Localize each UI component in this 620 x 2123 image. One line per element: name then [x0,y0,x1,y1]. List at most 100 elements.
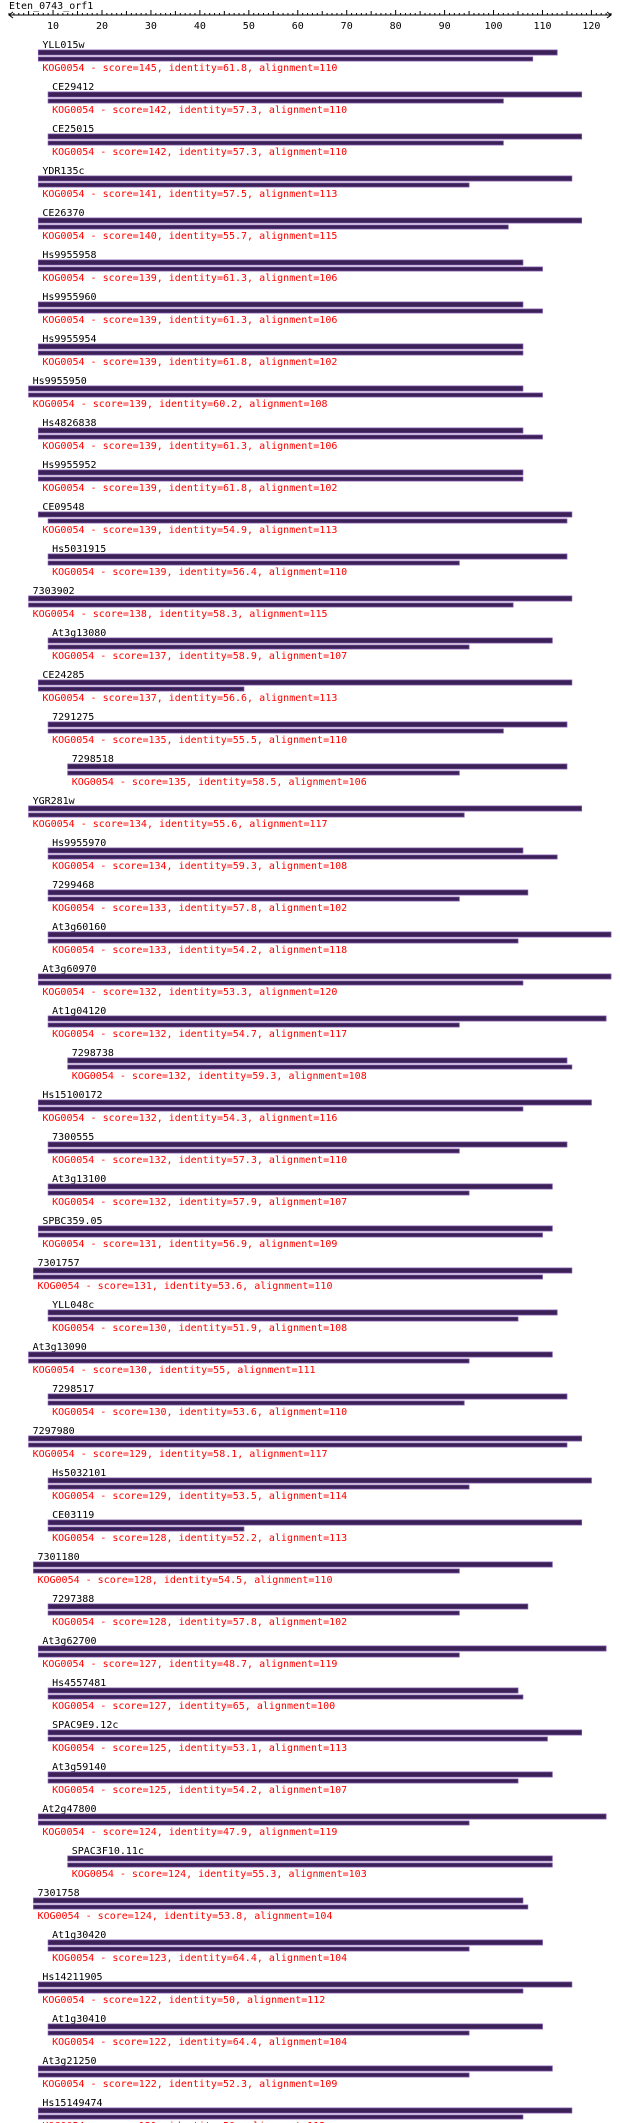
hit-query-bar [37,2107,573,2114]
hit-subject-bar [47,98,504,104]
hit-name: SPAC9E9.12c [52,1720,118,1731]
hit-row: Hs4557481 KOG0054 - score=127, identity=6… [47,1678,524,1712]
hit-name: Hs9955970 [52,838,106,849]
hit-stats: KOG0054 - score=132, identity=53.3, alig… [42,987,337,998]
hit-name: At3g21250 [42,2056,96,2067]
hit-name: Hs4826838 [42,418,96,429]
hit-query-bar [67,1057,568,1064]
hit-stats: KOG0054 - score=125, identity=53.1, alig… [52,1743,347,1754]
hit-name: Hs9955960 [42,292,96,303]
hit-query-bar [33,1267,573,1274]
hit-stats: KOG0054 - score=138, identity=58.3, alig… [33,609,328,620]
hit-query-bar [47,2023,543,2030]
tick-label: 50 [243,21,255,32]
tick-label: 90 [439,21,451,32]
hit-query-bar [47,1519,583,1526]
hit-query-bar [37,259,524,266]
hit-subject-bar [28,812,465,818]
hit-stats: KOG0054 - score=139, identity=61.3, alig… [42,441,337,452]
hit-stats: KOG0054 - score=131, identity=53.6, alig… [37,1281,332,1292]
hit-row: Hs9955954 KOG0054 - score=139, identity=6… [37,334,524,368]
hit-query-bar [37,427,524,434]
hit-name: CE03119 [52,1510,94,1521]
hit-row: YGR281w KOG0054 - score=134, identity=55.… [28,796,583,830]
hit-name: CE25015 [52,124,94,135]
hit-name: At3g60970 [42,964,96,975]
hit-name: Hs4557481 [52,1678,106,1689]
hit-subject-bar [37,434,543,440]
hit-query-bar [37,1225,553,1232]
hit-query-bar [47,1729,583,1736]
tick-label: 10 [47,21,59,32]
hit-row: 7303902 KOG0054 - score=138, identity=58.… [28,586,573,620]
hit-query-bar [47,1939,543,1946]
hit-subject-bar [47,1400,465,1406]
hit-stats: KOG0054 - score=140, identity=55.7, alig… [42,231,337,242]
hit-subject-bar [28,602,514,608]
hit-name: At3g60160 [52,922,106,933]
hit-row: At3g13080 KOG0054 - score=137, identity=5… [47,628,553,662]
hit-row: 7297388 KOG0054 - score=128, identity=57.… [47,1594,529,1628]
hit-name: Hs5032101 [52,1468,106,1479]
hit-name: Hs15149474 [42,2098,102,2109]
hit-subject-bar [37,2072,470,2078]
hit-subject-bar [28,1358,470,1364]
hit-name: At3g59140 [52,1762,106,1773]
hit-name: At2g47800 [42,1804,96,1815]
hit-query-bar [47,91,583,98]
tick-label: 40 [194,21,206,32]
hit-subject-bar [28,1442,568,1448]
hit-row: Hs15100172 KOG0054 - score=132, identity=… [37,1090,592,1124]
hit-stats: KOG0054 - score=122, identity=64.4, alig… [52,2037,347,2048]
hit-query-bar [33,1561,553,1568]
hit-name: At3g13080 [52,628,106,639]
hit-subject-bar [47,140,504,146]
hit-name: 7299468 [52,880,94,891]
hit-query-bar [47,721,568,728]
hit-row: At1g30420 KOG0054 - score=123, identity=6… [47,1930,543,1964]
hit-subject-bar [28,392,543,398]
hit-row: CE25015 KOG0054 - score=142, identity=57.… [47,124,583,158]
hit-query-bar [33,1897,524,1904]
hit-subject-bar [47,728,504,734]
hit-stats: KOG0054 - score=135, identity=58.5, alig… [72,777,367,788]
hit-name: 7298518 [72,754,114,765]
hit-stats: KOG0054 - score=130, identity=55, alignm… [33,1365,316,1376]
hit-stats: KOG0054 - score=137, identity=56.6, alig… [42,693,337,704]
hit-subject-bar [37,476,524,482]
hit-subject-bar [33,1904,529,1910]
hit-stats: KOG0054 - score=132, identity=54.3, alig… [42,1113,337,1124]
hit-name: YLL048c [52,1300,94,1311]
hit-query-bar [47,1477,592,1484]
hit-stats: KOG0054 - score=132, identity=59.3, alig… [72,1071,367,1082]
hit-row: Hs4826838 KOG0054 - score=139, identity=6… [37,418,543,452]
hit-subject-bar [47,1484,470,1490]
hit-stats: KOG0054 - score=125, identity=54.2, alig… [52,1785,347,1796]
hit-name: Hs9955952 [42,460,96,471]
hit-query-bar [28,805,583,812]
hit-subject-bar [37,1232,543,1238]
hit-subject-bar [47,1610,460,1616]
hit-query-bar [47,1183,553,1190]
hit-stats: KOG0054 - score=128, identity=57.8, alig… [52,1617,347,1628]
hit-query-bar [28,1435,583,1442]
hit-subject-bar [47,1736,548,1742]
hit-name: 7298738 [72,1048,114,1059]
hit-query-bar [47,133,583,140]
hit-subject-bar [67,770,460,776]
hit-stats: KOG0054 - score=137, identity=58.9, alig… [52,651,347,662]
hit-name: At1g30420 [52,1930,106,1941]
hit-row: YLL015w KOG0054 - score=145, identity=61.… [37,40,558,74]
hit-stats: KOG0054 - score=134, identity=55.6, alig… [33,819,328,830]
hit-row: Hs9955952 KOG0054 - score=139, identity=6… [37,460,524,494]
hit-stats: KOG0054 - score=141, identity=57.5, alig… [42,189,337,200]
tick-label: 110 [533,21,551,32]
hit-subject-bar [47,1148,460,1154]
hit-row: CE03119 KOG0054 - score=128, identity=52.… [47,1510,583,1544]
hit-query-bar [47,1015,607,1022]
hit-name: 7301758 [37,1888,79,1899]
hit-stats: KOG0054 - score=129, identity=58.1, alig… [33,1449,328,1460]
hit-name: At1g30410 [52,2014,106,2025]
hit-stats: KOG0054 - score=130, identity=51.9, alig… [52,1323,347,1334]
